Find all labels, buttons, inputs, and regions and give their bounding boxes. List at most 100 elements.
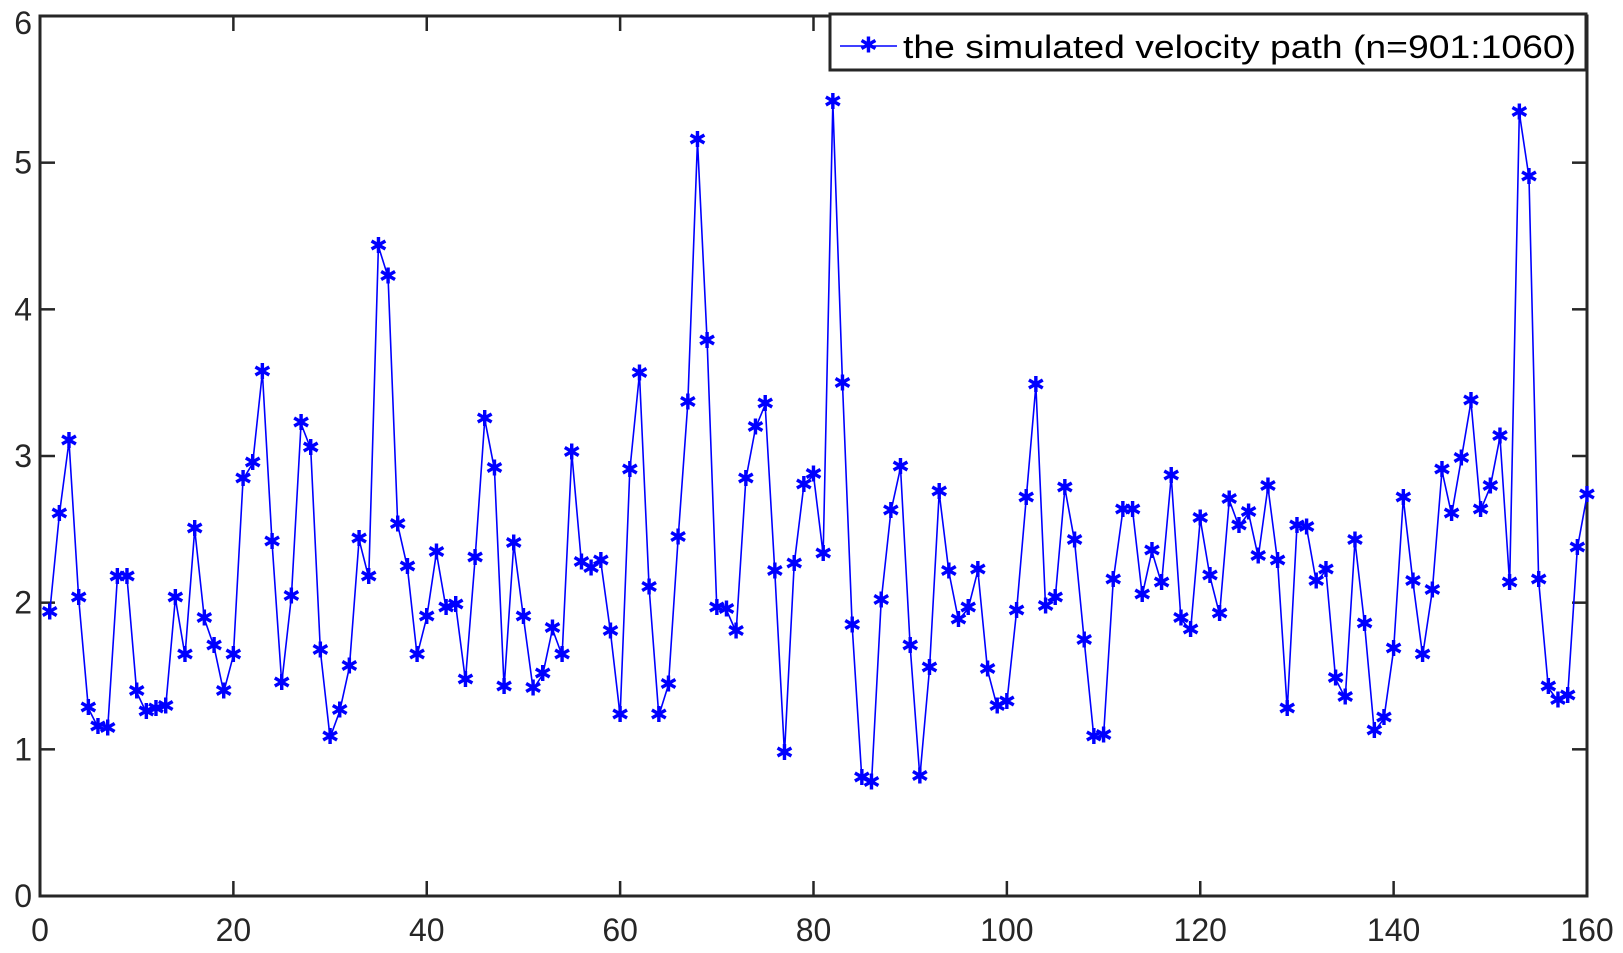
- y-tick-label: 3: [14, 438, 32, 474]
- data-point: ✱: [1539, 675, 1557, 700]
- data-point: ✱: [156, 694, 174, 719]
- data-point: ✱: [1413, 643, 1431, 668]
- data-point: ✱: [824, 90, 842, 115]
- data-point: ✱: [543, 617, 561, 642]
- series-line: [48, 101, 1588, 784]
- data-point: ✱: [949, 608, 967, 633]
- data-point: ✱: [447, 593, 465, 618]
- data-point: ✱: [1268, 549, 1286, 574]
- data-point: ✱: [205, 634, 223, 659]
- data-point: ✱: [1094, 724, 1112, 749]
- data-point: ✱: [340, 655, 358, 680]
- data-point: ✱: [1259, 474, 1277, 499]
- data-point: ✱: [69, 586, 87, 611]
- data-point: ✱: [1085, 725, 1103, 750]
- data-point: ✱: [785, 552, 803, 577]
- data-point: ✱: [891, 455, 909, 480]
- data-point: ✱: [1036, 595, 1054, 620]
- data-point: ✱: [1249, 545, 1267, 570]
- data-point: ✱: [978, 658, 996, 683]
- data-point: ✱: [195, 606, 213, 631]
- x-tick-label: 160: [1560, 912, 1613, 948]
- data-point: ✱: [1239, 501, 1257, 526]
- x-tick-label: 100: [980, 912, 1033, 948]
- data-point: ✱: [505, 532, 523, 557]
- data-point: ✱: [901, 634, 919, 659]
- data-point: ✱: [214, 680, 232, 705]
- data-point: ✱: [137, 700, 155, 725]
- data-point: ✱: [1104, 568, 1122, 593]
- data-point: ✱: [1210, 602, 1228, 627]
- data-point: ✱: [1423, 578, 1441, 603]
- data-point: ✱: [853, 766, 871, 791]
- data-point: ✱: [1143, 539, 1161, 564]
- data-point: ✱: [234, 467, 252, 492]
- data-point: ✱: [766, 559, 784, 584]
- data-point: ✱: [1181, 618, 1199, 643]
- data-point: ✱: [1278, 697, 1296, 722]
- data-point: ✱: [524, 677, 542, 702]
- data-point: ✱: [833, 372, 851, 397]
- data-point: ✱: [1230, 514, 1248, 539]
- data-point: ✱: [1123, 498, 1141, 523]
- data-point: ✱: [814, 542, 832, 567]
- data-point: ✱: [302, 436, 320, 461]
- legend-marker-sample: ✱: [859, 34, 877, 59]
- data-point: ✱: [679, 391, 697, 416]
- data-point: ✱: [1133, 583, 1151, 608]
- y-tick-label: 1: [14, 731, 32, 767]
- data-point: ✱: [40, 600, 58, 625]
- y-tick-label: 0: [14, 878, 32, 914]
- data-point: ✱: [930, 480, 948, 505]
- data-point: ✱: [669, 526, 687, 551]
- data-point: ✱: [1046, 586, 1064, 611]
- data-point: ✱: [1336, 686, 1354, 711]
- data-point: ✱: [1355, 612, 1373, 637]
- data-point: ✱: [118, 565, 136, 590]
- data-point: ✱: [1568, 536, 1586, 561]
- data-point: ✱: [630, 361, 648, 386]
- data-point: ✱: [514, 605, 532, 630]
- data-point: ✱: [60, 429, 78, 454]
- data-point: ✱: [1500, 571, 1518, 596]
- data-point: ✱: [1056, 476, 1074, 501]
- data-point: ✱: [1471, 498, 1489, 523]
- data-point: ✱: [1346, 529, 1364, 554]
- data-point: ✱: [756, 392, 774, 417]
- data-point: ✱: [737, 467, 755, 492]
- data-point: ✱: [650, 703, 668, 728]
- data-point: ✱: [1027, 373, 1045, 398]
- data-point: ✱: [1520, 165, 1538, 190]
- data-point: ✱: [611, 703, 629, 728]
- data-point: ✱: [1007, 599, 1025, 624]
- data-point: ✱: [321, 725, 339, 750]
- x-tick-label: 40: [409, 912, 445, 948]
- data-point: ✱: [476, 407, 494, 432]
- data-point: ✱: [408, 643, 426, 668]
- data-point: ✱: [1394, 486, 1412, 511]
- data-point: ✱: [1114, 498, 1132, 523]
- data-point: ✱: [1220, 488, 1238, 513]
- data-point: ✱: [601, 620, 619, 645]
- data-point: ✱: [1172, 606, 1190, 631]
- data-point: ✱: [495, 675, 513, 700]
- data-point: ✱: [1510, 100, 1528, 125]
- data-point: ✱: [572, 551, 590, 576]
- data-point: ✱: [621, 458, 639, 483]
- data-point: ✱: [127, 680, 145, 705]
- data-point: ✱: [882, 499, 900, 524]
- data-point: ✱: [1201, 564, 1219, 589]
- data-point: ✱: [1433, 458, 1451, 483]
- data-point: ✱: [1404, 570, 1422, 595]
- data-point: ✱: [1307, 570, 1325, 595]
- data-point: ✱: [1326, 666, 1344, 691]
- data-point: ✱: [185, 517, 203, 542]
- data-point: ✱: [1452, 446, 1470, 471]
- data-point: ✱: [1578, 483, 1596, 508]
- x-tick-label: 80: [796, 912, 832, 948]
- data-point: ✱: [911, 765, 929, 790]
- data-point: ✱: [360, 565, 378, 590]
- data-point: ✱: [1365, 719, 1383, 744]
- data-point: ✱: [717, 598, 735, 623]
